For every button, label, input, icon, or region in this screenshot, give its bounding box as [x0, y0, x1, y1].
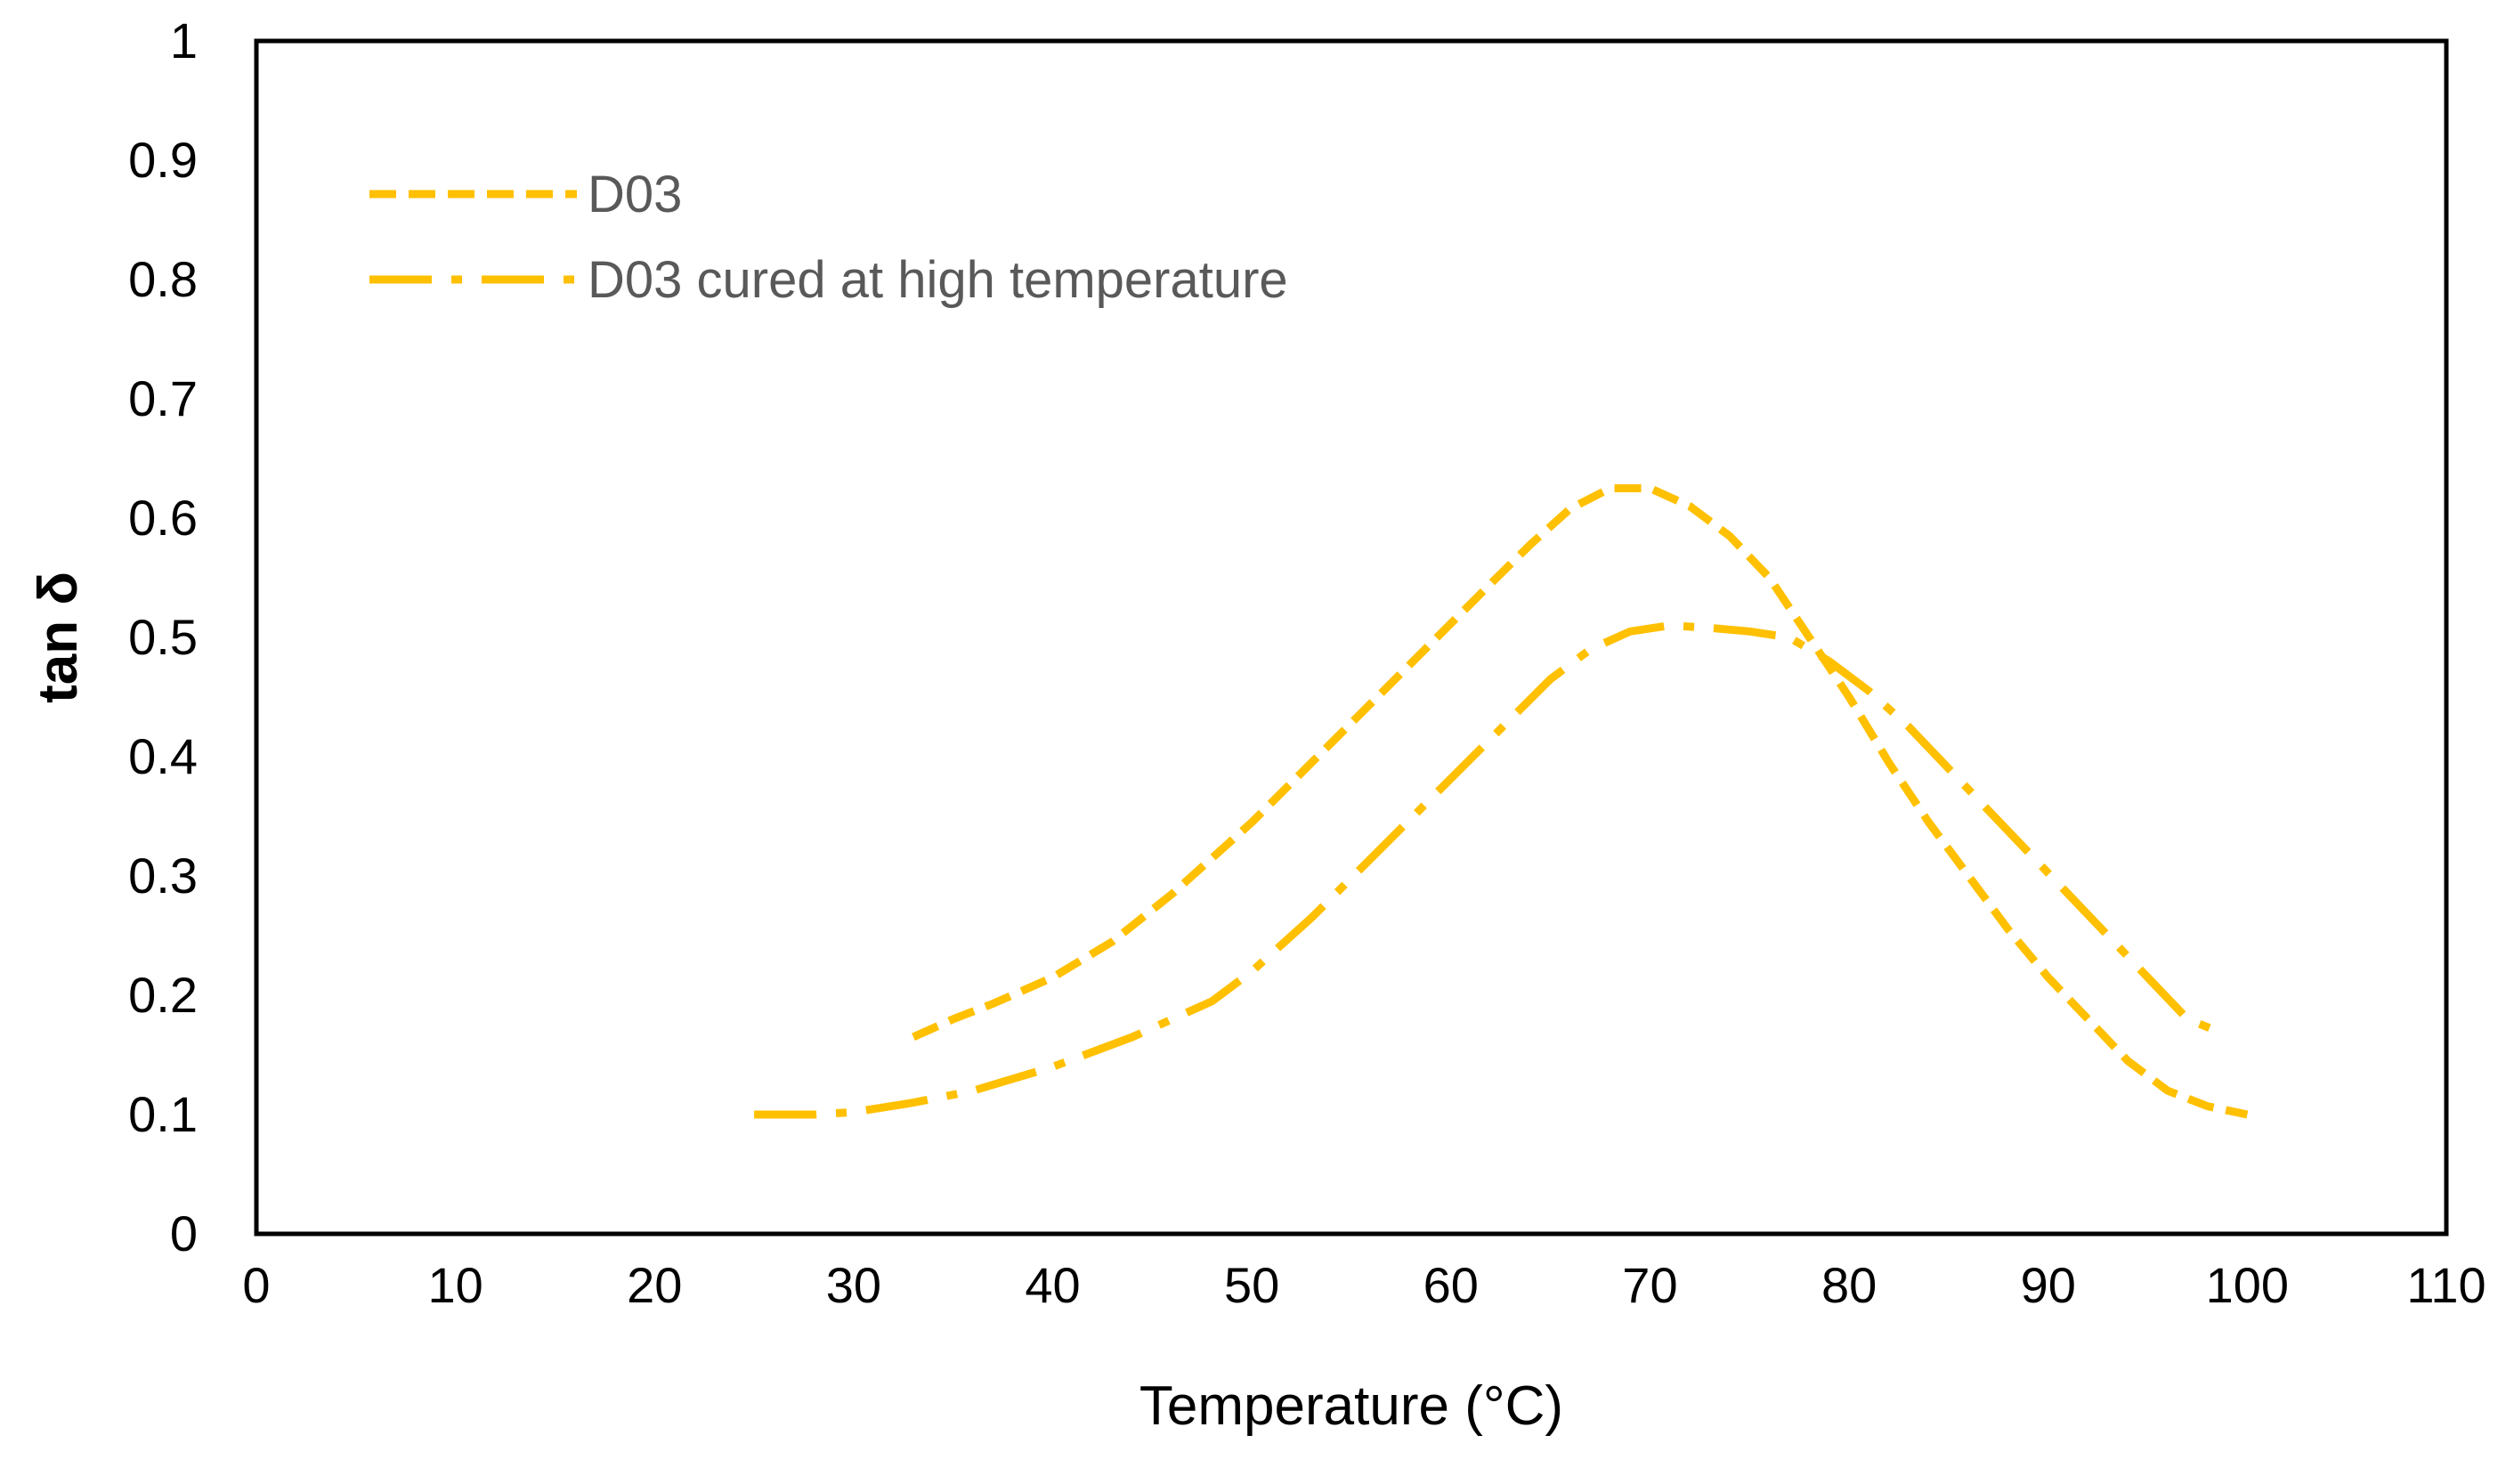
legend: D03 D03 cured at high temperature: [369, 166, 1288, 309]
y-tick-label: 0: [170, 1205, 198, 1261]
y-tick-label: 0.3: [128, 847, 198, 904]
x-tick-label: 0: [242, 1257, 270, 1313]
y-axis-title: tan δ: [28, 572, 89, 703]
plot-area-frame: [254, 38, 2449, 1237]
x-tick-label: 40: [1025, 1257, 1080, 1313]
legend-label-2: D03 cured at high temperature: [588, 251, 1288, 309]
y-tick-label: 0.1: [128, 1086, 198, 1142]
x-tick-label: 90: [2021, 1257, 2076, 1313]
y-tick-label: 0.8: [128, 251, 198, 307]
y-tick-label: 0.7: [128, 370, 198, 426]
series-layer: [754, 484, 2249, 1119]
y-axis-ticks: 0 0.1 0.2 0.3 0.4 0.5 0.6 0.7 0.8 0.9 1: [128, 12, 198, 1261]
x-axis-ticks: 0 10 20 30 40 50 60 70 80 90 100 110: [242, 1257, 2486, 1313]
x-tick-label: 110: [2406, 1257, 2486, 1313]
x-tick-label: 100: [2206, 1257, 2289, 1313]
y-tick-label: 0.2: [128, 967, 198, 1023]
y-tick-label: 0.9: [128, 132, 198, 188]
x-tick-label: 50: [1224, 1257, 1279, 1313]
series-line-2: [754, 621, 2219, 1119]
x-axis-title: Temperature (°C): [1139, 1375, 1563, 1437]
x-tick-label: 80: [1821, 1257, 1877, 1313]
y-tick-label: 0.6: [128, 490, 198, 546]
y-tick-label: 0.4: [128, 728, 198, 784]
x-tick-label: 30: [826, 1257, 881, 1313]
series-line-1: [912, 484, 2249, 1119]
x-tick-label: 70: [1622, 1257, 1677, 1313]
x-tick-label: 20: [627, 1257, 682, 1313]
x-tick-label: 60: [1423, 1257, 1479, 1313]
y-tick-label: 0.5: [128, 609, 198, 665]
legend-label-1: D03: [588, 166, 682, 223]
y-tick-label: 1: [170, 12, 198, 69]
x-tick-label: 10: [427, 1257, 483, 1313]
